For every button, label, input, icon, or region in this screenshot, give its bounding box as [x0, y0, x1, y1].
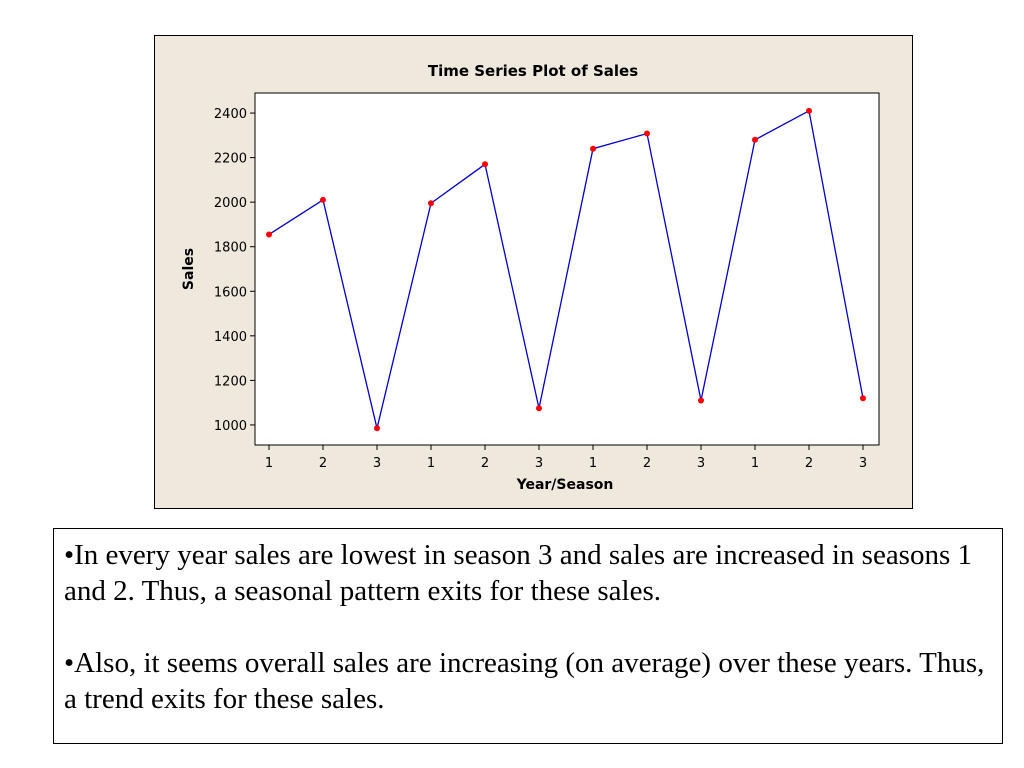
data-point	[428, 200, 434, 207]
x-axis-ticks: 1 2 3 1 2 3 1 2 3 1 2 3	[265, 445, 867, 471]
data-point	[536, 405, 542, 412]
data-point	[320, 196, 326, 203]
x-axis-label: Year/Season	[516, 477, 614, 493]
data-point	[698, 397, 704, 404]
x-tick-label: 1	[427, 456, 435, 471]
note-seasonal-pattern: •In every year sales are lowest in seaso…	[64, 539, 973, 607]
y-tick-label: 1600	[214, 285, 247, 300]
data-point	[752, 136, 758, 143]
y-tick-label: 1800	[214, 241, 247, 256]
y-tick-label: 1400	[214, 330, 247, 345]
x-tick-label: 3	[373, 456, 381, 471]
x-tick-label: 1	[751, 456, 759, 471]
data-point	[374, 425, 380, 432]
x-tick-label: 3	[859, 456, 867, 471]
data-point	[644, 130, 650, 137]
data-markers	[266, 107, 866, 432]
data-point	[482, 161, 488, 168]
y-tick-label: 2200	[214, 152, 247, 167]
x-tick-label: 2	[481, 456, 489, 471]
data-point	[860, 395, 866, 402]
data-point	[590, 145, 596, 152]
note-trend: •Also, it seems overall sales are increa…	[64, 647, 985, 715]
x-tick-label: 1	[589, 456, 597, 471]
x-tick-label: 3	[535, 456, 543, 471]
plot-area	[254, 92, 880, 446]
notes-box: •In every year sales are lowest in seaso…	[53, 528, 1003, 744]
y-tick-label: 1200	[214, 374, 247, 389]
series-line	[268, 109, 864, 429]
chart-figure: Time Series Plot of Sales 1000 1200 1400 16…	[154, 35, 913, 509]
x-tick-label: 2	[643, 456, 651, 471]
x-tick-label: 3	[697, 456, 705, 471]
data-point	[806, 107, 812, 114]
y-tick-label: 1000	[214, 419, 247, 434]
y-axis-label: Sales	[181, 248, 197, 290]
chart-title: Time Series Plot of Sales	[428, 62, 638, 80]
y-tick-label: 2400	[214, 107, 247, 122]
y-axis-ticks: 1000 1200 1400 1600 1800 2000 2200 2400	[214, 107, 255, 434]
y-tick-label: 2000	[214, 196, 247, 211]
x-tick-label: 2	[805, 456, 813, 471]
time-series-chart: Time Series Plot of Sales 1000 1200 1400 16…	[181, 62, 880, 493]
data-point	[266, 231, 272, 238]
x-tick-label: 2	[319, 456, 327, 471]
x-tick-label: 1	[265, 456, 273, 471]
